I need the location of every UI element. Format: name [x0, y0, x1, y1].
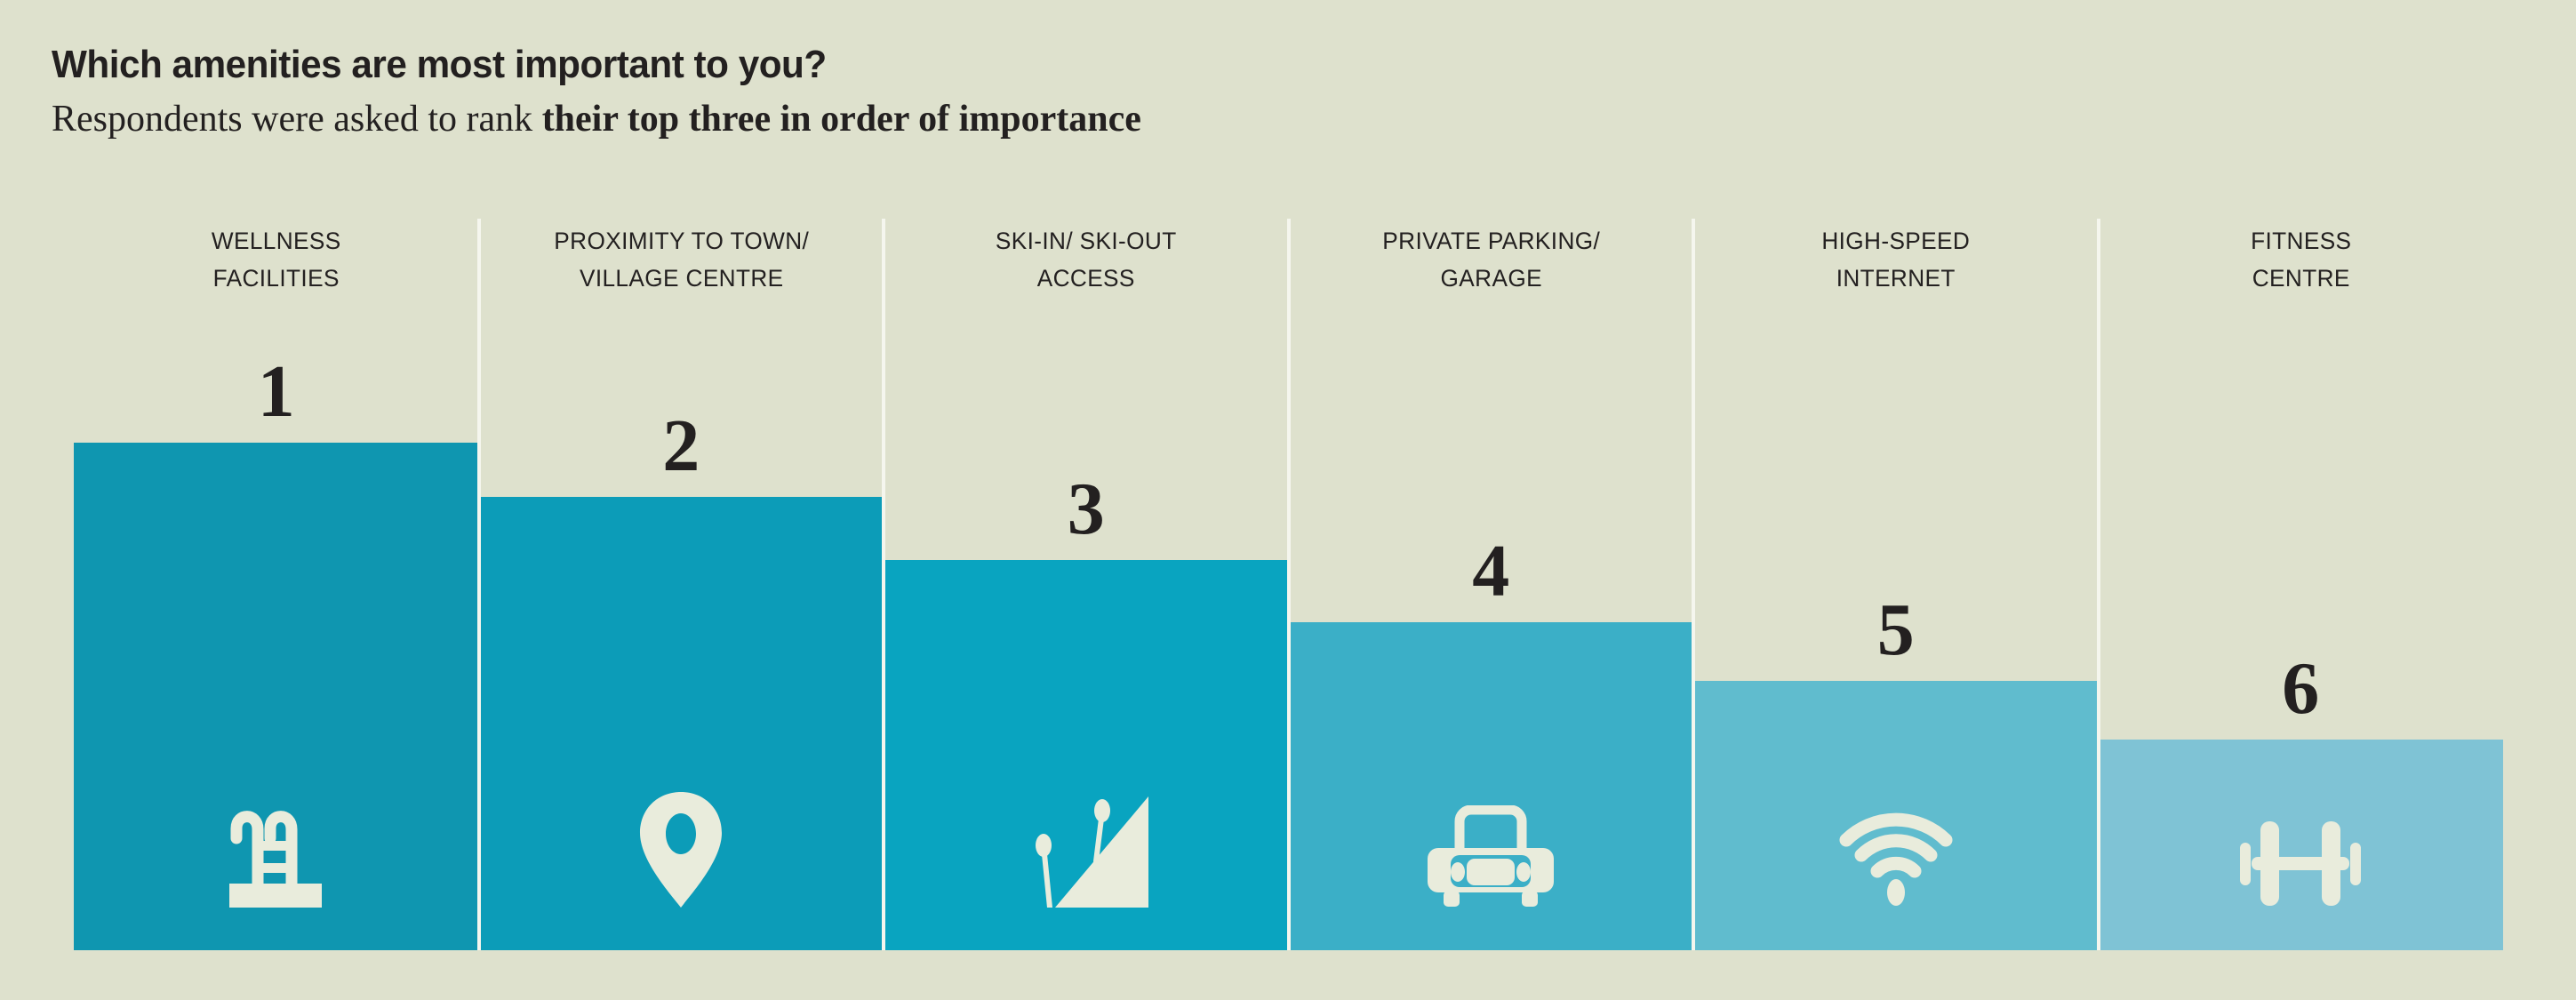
column-label-line1: PRIVATE PARKING/: [1381, 228, 1600, 254]
column-label: PROXIMITY TO TOWN/ VILLAGE CENTRE: [484, 222, 877, 297]
chart-column-wellness: WELLNESS FACILITIES 1: [74, 219, 479, 950]
column-label-line1: SKI-IN/ SKI-OUT: [995, 228, 1177, 254]
column-label-line2: FACILITIES: [212, 265, 340, 292]
column-label-line1: HIGH-SPEED: [1821, 228, 1971, 254]
column-divider: [2096, 219, 2100, 950]
ski-slope-icon: [1035, 796, 1148, 908]
rank-number: 3: [1067, 468, 1105, 550]
column-divider: [1286, 219, 1291, 950]
rank-number: 4: [1472, 530, 1510, 612]
column-label-line2: ACCESS: [1036, 265, 1135, 292]
subtitle-regular: Respondents were asked to rank: [52, 99, 542, 140]
rank-number: 1: [257, 350, 295, 433]
subtitle-bold: their top three in order of importance: [541, 99, 1141, 140]
bar-chart: WELLNESS FACILITIES 1 PROXIMITY TO TOWN/…: [74, 219, 2503, 950]
dumbbell-icon: [2240, 821, 2362, 906]
column-label-line2: VILLAGE CENTRE: [579, 265, 784, 292]
bar: [884, 560, 1289, 950]
column-label-line1: PROXIMITY TO TOWN/: [553, 228, 809, 254]
column-label: SKI-IN/ SKI-OUT ACCESS: [890, 222, 1283, 297]
column-label: PRIVATE PARKING/ GARAGE: [1294, 222, 1687, 297]
pool-ladder-icon: [228, 811, 322, 908]
bar: [478, 497, 884, 950]
chart-column-fitness: FITNESS CENTRE 6: [2098, 219, 2503, 950]
column-divider: [882, 219, 885, 950]
map-pin-icon: [640, 792, 723, 908]
bar: [74, 443, 479, 950]
chart-column-internet: HIGH-SPEED INTERNET 5: [1693, 219, 2099, 950]
bar: [1288, 622, 1693, 950]
bar: [1693, 681, 2099, 950]
bar: [2098, 740, 2503, 950]
column-label-line1: WELLNESS: [211, 228, 341, 254]
page-subtitle: Respondents were asked to rank their top…: [52, 98, 1141, 140]
rank-number: 2: [662, 404, 700, 487]
column-label: HIGH-SPEED INTERNET: [1700, 222, 2092, 297]
column-label-line2: CENTRE: [2252, 265, 2350, 292]
rank-number: 6: [2282, 647, 2320, 730]
column-label-line2: INTERNET: [1836, 265, 1956, 292]
column-label-line1: FITNESS: [2250, 228, 2351, 254]
column-label: FITNESS CENTRE: [2104, 222, 2497, 297]
rank-number: 5: [1876, 588, 1915, 671]
column-label-line2: GARAGE: [1440, 265, 1542, 292]
column-divider: [476, 219, 481, 950]
chart-column-proximity: PROXIMITY TO TOWN/ VILLAGE CENTRE 2: [478, 219, 884, 950]
car-icon: [1428, 805, 1555, 907]
page-title: Which amenities are most important to yo…: [52, 43, 827, 86]
chart-column-ski: SKI-IN/ SKI-OUT ACCESS 3: [884, 219, 1289, 950]
column-label: WELLNESS FACILITIES: [80, 222, 473, 297]
chart-column-parking: PRIVATE PARKING/ GARAGE 4: [1288, 219, 1693, 950]
column-divider: [1692, 219, 1695, 950]
wifi-icon: [1839, 812, 1953, 906]
